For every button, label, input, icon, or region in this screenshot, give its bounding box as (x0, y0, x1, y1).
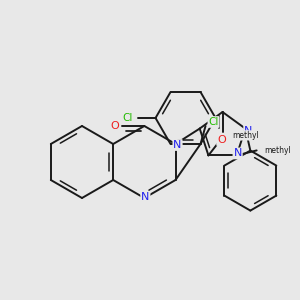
Text: O: O (110, 121, 119, 131)
Text: N: N (244, 126, 253, 136)
Text: N: N (141, 192, 149, 202)
Text: N: N (233, 148, 242, 158)
Text: N: N (173, 140, 182, 150)
Text: Cl: Cl (208, 117, 219, 127)
Text: O: O (217, 135, 226, 145)
Text: Cl: Cl (122, 113, 133, 123)
Text: methyl: methyl (232, 131, 259, 140)
Text: methyl: methyl (265, 146, 291, 155)
